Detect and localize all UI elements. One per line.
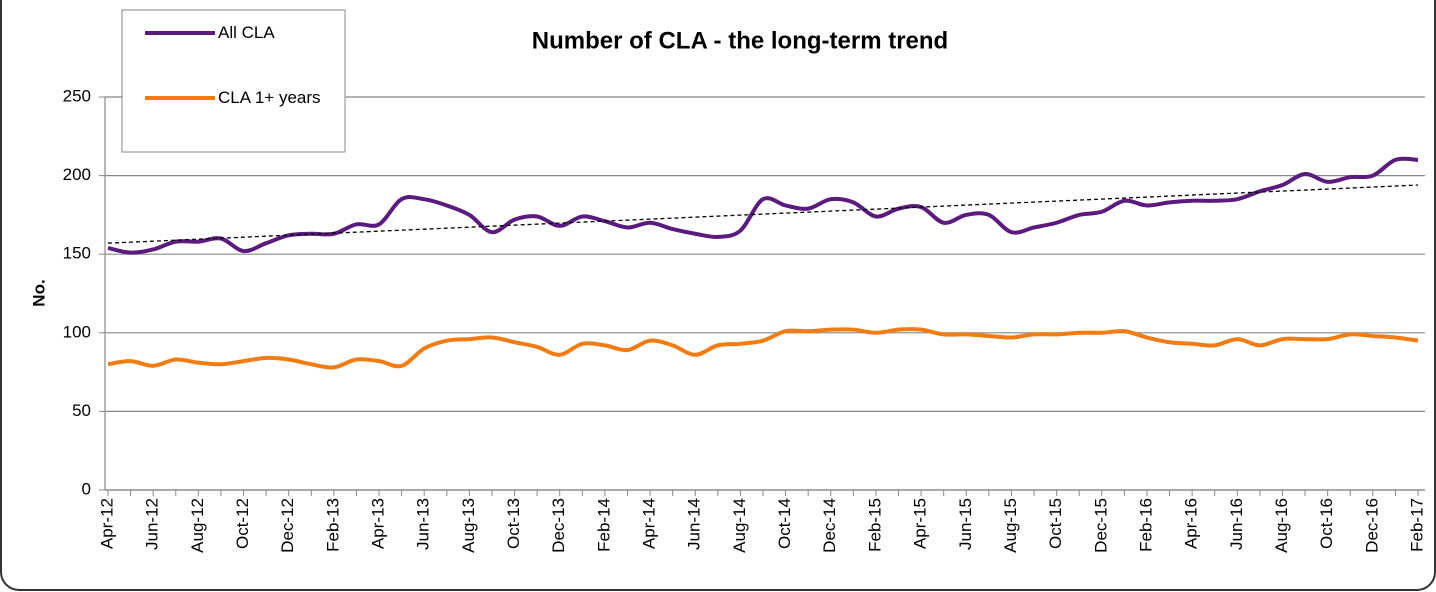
- legend-label: All CLA: [218, 23, 275, 42]
- y-tick-label: 150: [63, 244, 91, 263]
- x-tick-label: Jun-15: [956, 498, 975, 550]
- x-tick-label: Oct-15: [1046, 498, 1065, 549]
- x-tick-label: Aug-12: [188, 498, 207, 553]
- y-tick-label: 100: [63, 322, 91, 341]
- trendline: [107, 184, 1419, 244]
- x-tick-label: Dec-16: [1362, 498, 1381, 553]
- x-tick-label: Apr-13: [369, 498, 388, 549]
- x-tick-label: Apr-15: [911, 498, 930, 549]
- x-tick-label: Feb-15: [865, 498, 884, 552]
- x-tick-label: Feb-16: [1136, 498, 1155, 552]
- x-tick-label: Aug-16: [1272, 498, 1291, 553]
- x-tick-label: Feb-13: [323, 498, 342, 552]
- x-tick-label: Oct-16: [1317, 498, 1336, 549]
- x-tick-label: Dec-15: [1091, 498, 1110, 553]
- x-tick-label: Aug-14: [730, 498, 749, 553]
- legend-label: CLA 1+ years: [218, 88, 321, 107]
- y-tick-label: 200: [63, 165, 91, 184]
- x-tick-label: Feb-14: [594, 498, 613, 552]
- x-tick-label: Oct-12: [233, 498, 252, 549]
- x-tick-label: Oct-13: [504, 498, 523, 549]
- y-tick-label: 50: [72, 401, 91, 420]
- x-tick-label: Feb-17: [1407, 498, 1426, 552]
- x-tick-label: Dec-13: [549, 498, 568, 553]
- chart-title: Number of CLA - the long-term trend: [532, 27, 948, 54]
- x-tick-label: Oct-14: [775, 498, 794, 549]
- x-tick-label: Dec-14: [820, 498, 839, 553]
- x-tick-label: Jun-13: [414, 498, 433, 550]
- x-tick-label: Apr-16: [1182, 498, 1201, 549]
- x-tick-label: Apr-12: [97, 498, 116, 549]
- x-tick-label: Aug-15: [1001, 498, 1020, 553]
- x-tick-label: Jun-12: [143, 498, 162, 550]
- x-tick-label: Jun-14: [685, 498, 704, 550]
- y-tick-label: 0: [82, 479, 91, 498]
- data-line: [107, 327, 1419, 370]
- data-line: [107, 156, 1419, 255]
- x-tick-label: Dec-12: [278, 498, 297, 553]
- y-axis-label: No.: [29, 279, 48, 306]
- x-tick-label: Apr-14: [640, 498, 659, 549]
- y-tick-label: 250: [63, 86, 91, 105]
- x-tick-label: Jun-16: [1227, 498, 1246, 550]
- x-tick-label: Aug-13: [459, 498, 478, 553]
